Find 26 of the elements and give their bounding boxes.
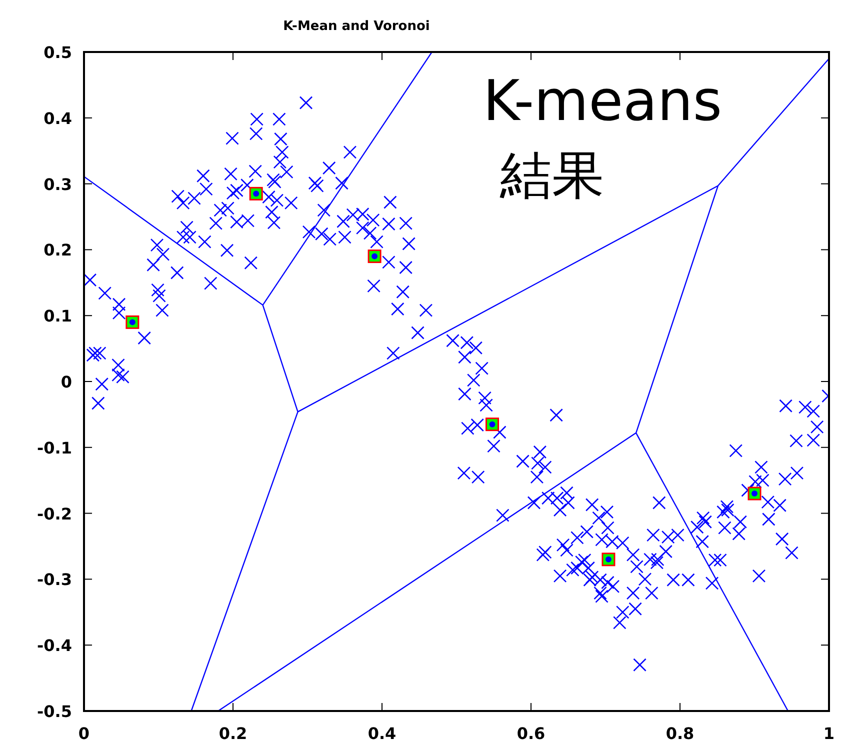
point [368,250,382,264]
x-tick-label: 0 [78,724,90,743]
chart-title: K-Mean and Voronoi [283,19,430,34]
point [249,186,263,200]
x-tick-label: 0.6 [516,724,546,743]
y-tick-label: 0.3 [44,174,72,194]
x-tick-label: 0.2 [218,724,248,743]
y-tick-label: 0.1 [44,306,72,326]
y-tick-label: -0.4 [37,636,72,656]
y-tick-label: -0.1 [37,438,72,458]
y-tick-label: -0.2 [37,504,72,524]
annotation: 結果 [499,146,604,206]
y-tick-label: 0.5 [44,43,72,62]
annotation: K-means [483,69,722,134]
point [748,486,762,500]
x-tick-label: 1 [823,724,835,743]
y-tick-label: -0.3 [37,570,72,590]
y-tick-label: 0.4 [44,108,72,128]
point [126,315,140,329]
x-tick-label: 0.8 [666,724,694,743]
point [486,418,500,432]
x-tick-label: 0.4 [368,724,396,743]
y-tick-label: -0.5 [37,702,72,721]
point [602,552,616,566]
y-tick-label: 0.2 [44,240,72,260]
y-tick-label: 0 [60,372,72,392]
